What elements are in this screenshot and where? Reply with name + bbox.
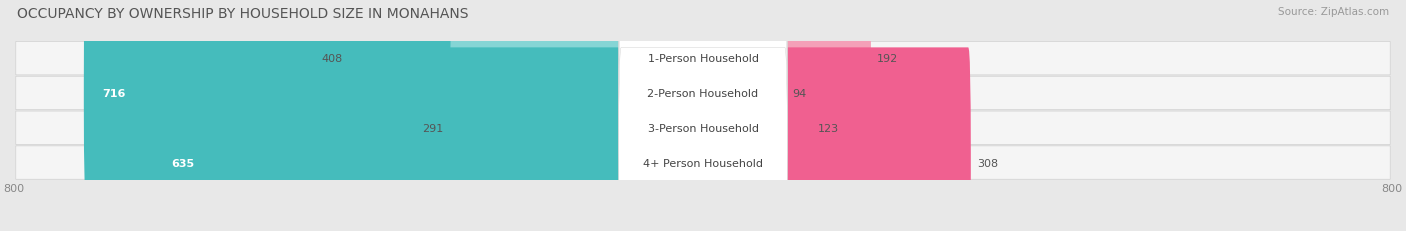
FancyBboxPatch shape bbox=[349, 0, 706, 174]
Text: OCCUPANCY BY OWNERSHIP BY HOUSEHOLD SIZE IN MONAHANS: OCCUPANCY BY OWNERSHIP BY HOUSEHOLD SIZE… bbox=[17, 7, 468, 21]
FancyBboxPatch shape bbox=[153, 48, 706, 231]
Text: 1-Person Household: 1-Person Household bbox=[648, 54, 758, 64]
Text: 3-Person Household: 3-Person Household bbox=[648, 123, 758, 133]
Text: 94: 94 bbox=[793, 88, 807, 99]
FancyBboxPatch shape bbox=[15, 112, 1391, 145]
FancyBboxPatch shape bbox=[619, 14, 787, 231]
FancyBboxPatch shape bbox=[15, 42, 1391, 76]
FancyBboxPatch shape bbox=[84, 0, 706, 208]
FancyBboxPatch shape bbox=[450, 14, 706, 231]
FancyBboxPatch shape bbox=[700, 0, 870, 174]
FancyBboxPatch shape bbox=[619, 0, 787, 208]
FancyBboxPatch shape bbox=[619, 0, 787, 174]
FancyBboxPatch shape bbox=[700, 48, 970, 231]
Text: 4+ Person Household: 4+ Person Household bbox=[643, 158, 763, 168]
Text: 308: 308 bbox=[977, 158, 998, 168]
Text: Source: ZipAtlas.com: Source: ZipAtlas.com bbox=[1278, 7, 1389, 17]
FancyBboxPatch shape bbox=[15, 77, 1391, 110]
Text: 716: 716 bbox=[101, 88, 125, 99]
Text: 635: 635 bbox=[172, 158, 195, 168]
FancyBboxPatch shape bbox=[700, 14, 811, 231]
FancyBboxPatch shape bbox=[15, 146, 1391, 179]
FancyBboxPatch shape bbox=[619, 48, 787, 231]
Text: 408: 408 bbox=[322, 54, 343, 64]
Text: 192: 192 bbox=[877, 54, 898, 64]
Text: 123: 123 bbox=[817, 123, 838, 133]
Text: 2-Person Household: 2-Person Household bbox=[647, 88, 759, 99]
FancyBboxPatch shape bbox=[700, 0, 786, 208]
Text: 291: 291 bbox=[423, 123, 444, 133]
